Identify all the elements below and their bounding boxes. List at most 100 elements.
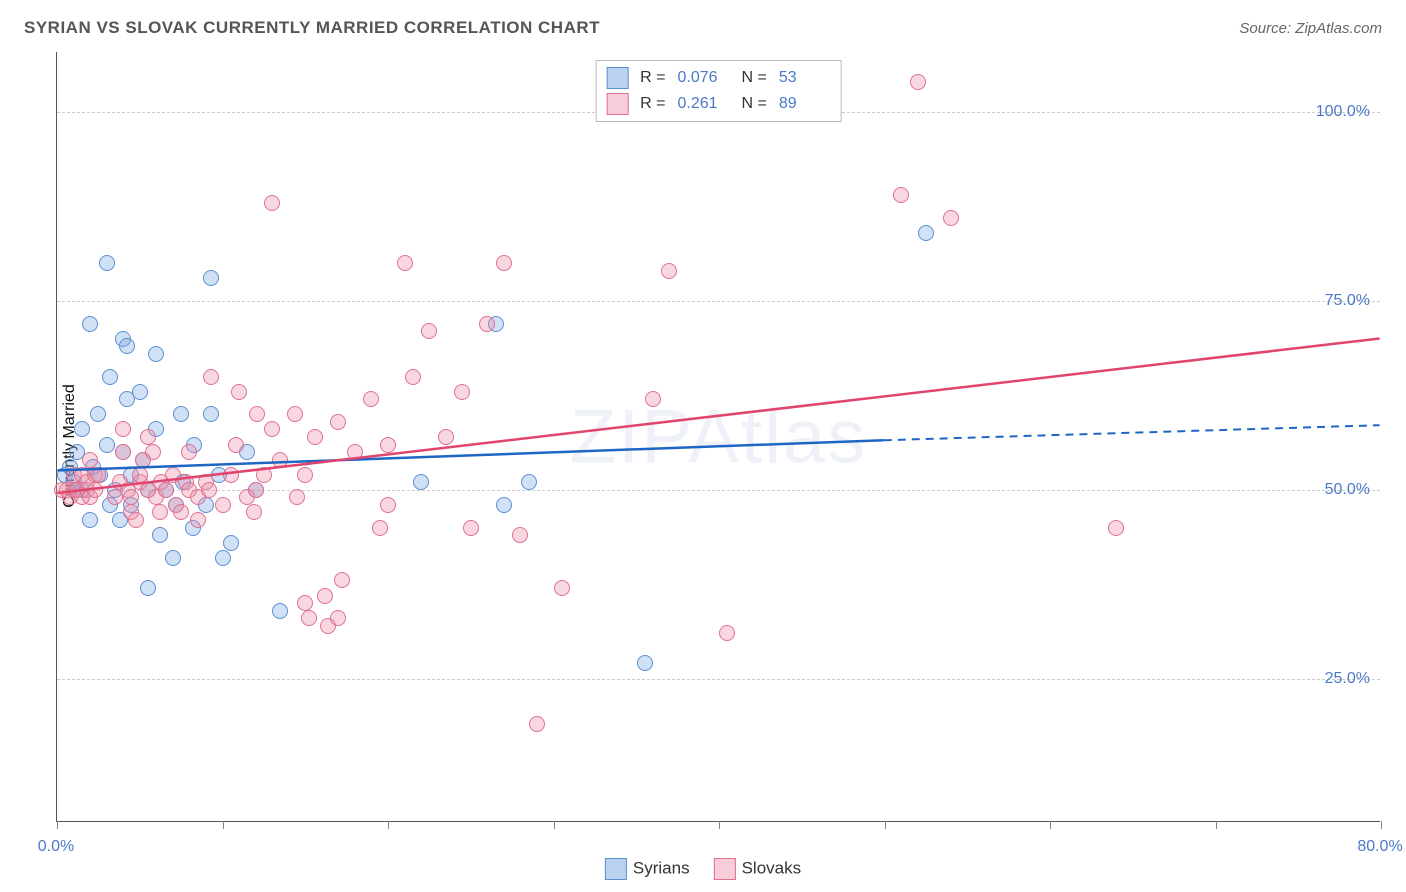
data-point: [317, 588, 333, 604]
data-point: [1108, 520, 1124, 536]
data-point: [297, 595, 313, 611]
data-point: [645, 391, 661, 407]
data-point: [173, 406, 189, 422]
data-point: [910, 74, 926, 90]
data-point: [347, 444, 363, 460]
x-tick: [1050, 821, 1051, 829]
n-value: 53: [779, 69, 831, 87]
n-value: 89: [779, 95, 831, 113]
legend-row: R =0.076N =53: [606, 65, 831, 91]
chart-title: SYRIAN VS SLOVAK CURRENTLY MARRIED CORRE…: [24, 18, 600, 38]
data-point: [397, 255, 413, 271]
data-point: [380, 437, 396, 453]
correlation-legend: R =0.076N =53R =0.261N =89: [595, 60, 842, 122]
x-tick: [223, 821, 224, 829]
data-point: [372, 520, 388, 536]
watermark: ZIPAtlas: [570, 393, 868, 480]
data-point: [380, 497, 396, 513]
data-point: [661, 263, 677, 279]
r-value: 0.261: [678, 95, 730, 113]
trend-lines-layer: [57, 52, 1380, 821]
data-point: [181, 444, 197, 460]
data-point: [140, 580, 156, 596]
source-attribution: Source: ZipAtlas.com: [1239, 20, 1382, 37]
data-point: [463, 520, 479, 536]
data-point: [330, 414, 346, 430]
data-point: [203, 369, 219, 385]
data-point: [148, 346, 164, 362]
data-point: [203, 406, 219, 422]
data-point: [132, 384, 148, 400]
data-point: [203, 270, 219, 286]
data-point: [264, 421, 280, 437]
data-point: [334, 572, 350, 588]
data-point: [512, 527, 528, 543]
y-tick-label: 75.0%: [1325, 292, 1370, 310]
x-tick: [885, 821, 886, 829]
legend-swatch: [605, 858, 627, 880]
legend-swatch: [714, 858, 736, 880]
data-point: [90, 467, 106, 483]
legend-swatch: [606, 93, 628, 115]
data-point: [496, 497, 512, 513]
data-point: [132, 467, 148, 483]
data-point: [479, 316, 495, 332]
data-point: [272, 452, 288, 468]
data-point: [215, 550, 231, 566]
legend-swatch: [606, 67, 628, 89]
plot-area: ZIPAtlas R =0.076N =53R =0.261N =89 25.0…: [56, 52, 1380, 822]
legend-label: Slovaks: [742, 858, 802, 877]
n-label: N =: [742, 95, 767, 113]
legend-label: Syrians: [633, 858, 690, 877]
data-point: [82, 452, 98, 468]
data-point: [102, 369, 118, 385]
data-point: [99, 255, 115, 271]
data-point: [115, 444, 131, 460]
data-point: [256, 467, 272, 483]
r-value: 0.076: [678, 69, 730, 87]
data-point: [223, 467, 239, 483]
data-point: [297, 467, 313, 483]
data-point: [943, 210, 959, 226]
data-point: [228, 437, 244, 453]
data-point: [215, 497, 231, 513]
data-point: [249, 406, 265, 422]
x-tick: [388, 821, 389, 829]
r-label: R =: [640, 69, 665, 87]
data-point: [115, 421, 131, 437]
data-point: [173, 504, 189, 520]
x-tick: [719, 821, 720, 829]
data-point: [289, 489, 305, 505]
data-point: [158, 482, 174, 498]
data-point: [363, 391, 379, 407]
data-point: [190, 512, 206, 528]
data-point: [140, 429, 156, 445]
data-point: [413, 474, 429, 490]
data-point: [128, 512, 144, 528]
data-point: [74, 421, 90, 437]
data-point: [272, 603, 288, 619]
data-point: [246, 504, 262, 520]
data-point: [438, 429, 454, 445]
data-point: [87, 482, 103, 498]
r-label: R =: [640, 95, 665, 113]
data-point: [201, 482, 217, 498]
data-point: [918, 225, 934, 241]
legend-item: Slovaks: [714, 858, 802, 880]
data-point: [90, 406, 106, 422]
chart-container: SYRIAN VS SLOVAK CURRENTLY MARRIED CORRE…: [0, 0, 1406, 892]
data-point: [99, 437, 115, 453]
data-point: [307, 429, 323, 445]
y-tick-label: 100.0%: [1316, 103, 1370, 121]
x-tick-label: 0.0%: [38, 838, 74, 856]
data-point: [123, 489, 139, 505]
data-point: [287, 406, 303, 422]
x-tick-label: 80.0%: [1357, 838, 1402, 856]
data-point: [496, 255, 512, 271]
data-point: [119, 338, 135, 354]
data-point: [454, 384, 470, 400]
data-point: [152, 527, 168, 543]
trend-line-extrapolated: [884, 425, 1380, 440]
data-point: [719, 625, 735, 641]
gridline: [57, 679, 1380, 680]
